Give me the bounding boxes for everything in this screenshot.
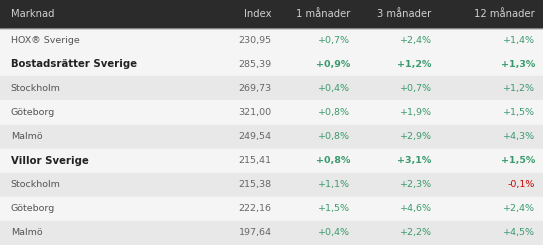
Text: +1,2%: +1,2% [397, 60, 432, 69]
Text: Stockholm: Stockholm [11, 84, 61, 93]
Text: +0,7%: +0,7% [400, 84, 432, 93]
Text: +1,9%: +1,9% [400, 108, 432, 117]
Text: +1,5%: +1,5% [501, 156, 535, 165]
Bar [0, 52, 543, 76]
Text: Stockholm: Stockholm [11, 180, 61, 189]
Bar [0, 124, 543, 149]
Text: +0,8%: +0,8% [316, 156, 350, 165]
Text: +1,4%: +1,4% [503, 36, 535, 45]
Text: +4,3%: +4,3% [503, 132, 535, 141]
Text: +0,7%: +0,7% [318, 36, 350, 45]
Text: 1 månader: 1 månader [296, 9, 350, 19]
Text: +0,4%: +0,4% [318, 84, 350, 93]
Bar [0, 100, 543, 124]
Text: 215,41: 215,41 [238, 156, 272, 165]
Text: +4,5%: +4,5% [503, 228, 535, 237]
Text: +1,1%: +1,1% [318, 180, 350, 189]
Text: 215,38: 215,38 [238, 180, 272, 189]
Text: +0,4%: +0,4% [318, 228, 350, 237]
Text: Göteborg: Göteborg [11, 204, 55, 213]
Text: +1,5%: +1,5% [318, 204, 350, 213]
Text: 222,16: 222,16 [238, 204, 272, 213]
Text: +0,8%: +0,8% [318, 132, 350, 141]
Text: Malmö: Malmö [11, 228, 42, 237]
Bar [0, 0, 543, 28]
Text: +2,3%: +2,3% [400, 180, 432, 189]
Bar [0, 28, 543, 52]
Text: +0,8%: +0,8% [318, 108, 350, 117]
Bar [0, 197, 543, 221]
Text: +2,2%: +2,2% [400, 228, 432, 237]
Text: -0,1%: -0,1% [508, 180, 535, 189]
Text: +1,5%: +1,5% [503, 108, 535, 117]
Text: +3,1%: +3,1% [397, 156, 432, 165]
Text: Villor Sverige: Villor Sverige [11, 156, 89, 166]
Text: 285,39: 285,39 [238, 60, 272, 69]
Text: Marknad: Marknad [11, 9, 54, 19]
Text: +2,4%: +2,4% [503, 204, 535, 213]
Text: Göteborg: Göteborg [11, 108, 55, 117]
Text: Bostadsrätter Sverige: Bostadsrätter Sverige [11, 59, 137, 69]
Text: +2,9%: +2,9% [400, 132, 432, 141]
Text: +1,2%: +1,2% [503, 84, 535, 93]
Text: +2,4%: +2,4% [400, 36, 432, 45]
Bar [0, 173, 543, 197]
Text: +1,3%: +1,3% [501, 60, 535, 69]
Text: 249,54: 249,54 [238, 132, 272, 141]
Text: 3 månader: 3 månader [377, 9, 432, 19]
Text: Index: Index [244, 9, 272, 19]
Bar [0, 76, 543, 100]
Text: +0,9%: +0,9% [316, 60, 350, 69]
Bar [0, 221, 543, 245]
Text: 197,64: 197,64 [238, 228, 272, 237]
Text: HOX® Sverige: HOX® Sverige [11, 36, 80, 45]
Text: 12 månader: 12 månader [474, 9, 535, 19]
Text: 269,73: 269,73 [238, 84, 272, 93]
Bar [0, 149, 543, 173]
Text: Malmö: Malmö [11, 132, 42, 141]
Text: 321,00: 321,00 [238, 108, 272, 117]
Text: 230,95: 230,95 [238, 36, 272, 45]
Text: +4,6%: +4,6% [400, 204, 432, 213]
